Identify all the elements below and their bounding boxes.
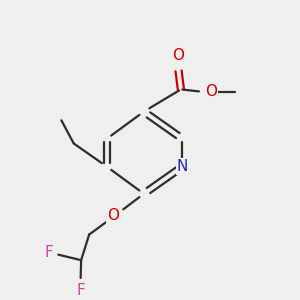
Text: O: O [172,48,184,63]
Text: N: N [177,159,188,174]
Text: O: O [205,84,217,99]
Text: F: F [76,283,85,298]
Text: F: F [44,244,53,260]
Text: O: O [107,208,119,223]
